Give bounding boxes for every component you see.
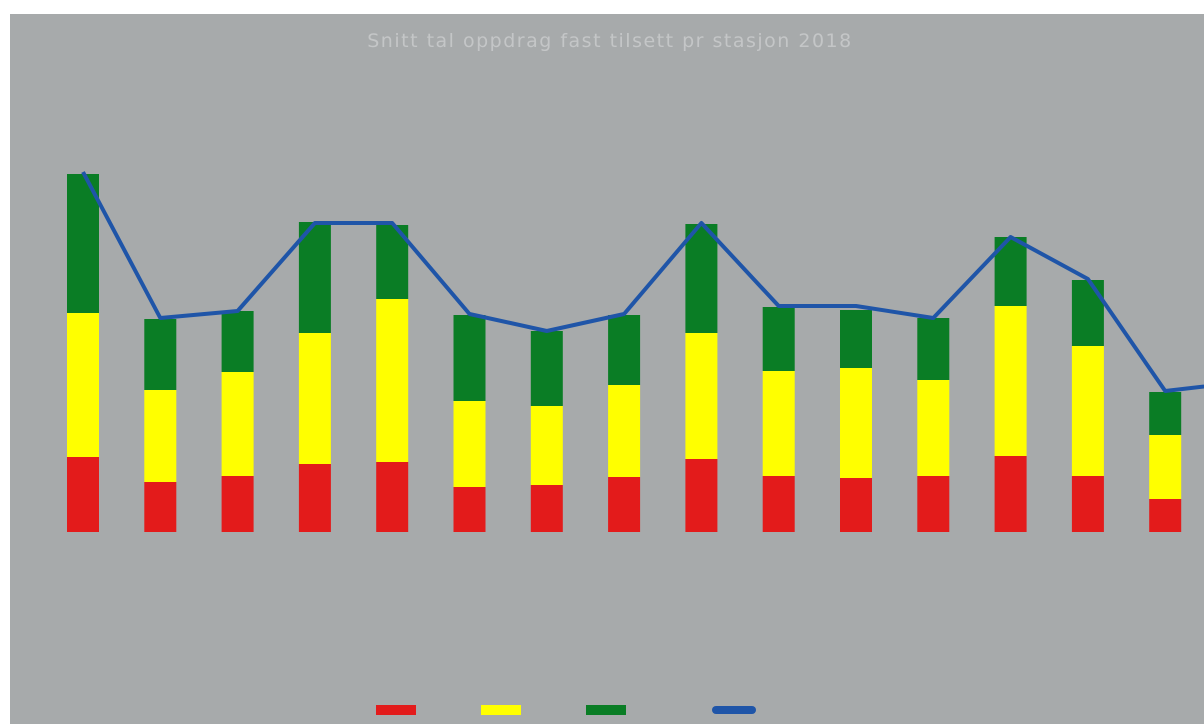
line-series bbox=[81, 171, 1204, 393]
bar-segment-green-12 bbox=[917, 318, 950, 380]
bar-segment-yellow-9 bbox=[685, 333, 718, 459]
bar-segment-yellow-10 bbox=[762, 371, 795, 476]
bar-segment-red-15 bbox=[1149, 499, 1182, 532]
bar-segment-yellow-4 bbox=[298, 333, 331, 464]
bar-segment-yellow-3 bbox=[221, 372, 254, 476]
bar-segment-yellow-1 bbox=[67, 313, 99, 457]
bar-segment-red-5 bbox=[376, 462, 409, 532]
bar-segment-yellow-5 bbox=[376, 299, 409, 462]
bar-segment-green-6 bbox=[453, 315, 486, 401]
bar-segment-red-14 bbox=[1071, 476, 1104, 532]
bar-segment-red-12 bbox=[917, 476, 950, 532]
bar-segment-yellow-13 bbox=[994, 306, 1027, 456]
bar-segment-green-3 bbox=[221, 311, 254, 372]
bar-segment-green-14 bbox=[1071, 280, 1104, 346]
bar-segment-yellow-15 bbox=[1149, 435, 1182, 499]
chart-panel: Snitt tal oppdrag fast tilsett pr stasjo… bbox=[10, 14, 1204, 724]
bar-segment-yellow-14 bbox=[1071, 346, 1104, 476]
bar-segment-red-6 bbox=[453, 487, 486, 532]
bar-segment-red-13 bbox=[994, 456, 1027, 532]
legend-blue-line-swatch-icon bbox=[712, 706, 756, 714]
bar-segment-green-15 bbox=[1149, 392, 1182, 435]
bar-segment-red-2 bbox=[144, 482, 177, 532]
bar-segment-red-11 bbox=[840, 478, 872, 532]
bar-segment-yellow-11 bbox=[840, 368, 872, 478]
chart-plot bbox=[67, 171, 1204, 715]
bar-segment-green-9 bbox=[685, 224, 718, 333]
bar-segment-green-2 bbox=[144, 319, 177, 390]
bar-segment-green-4 bbox=[298, 222, 331, 333]
bar-segment-green-11 bbox=[840, 310, 872, 368]
bar-segment-red-1 bbox=[67, 457, 99, 532]
bar-segment-red-7 bbox=[530, 485, 563, 532]
legend-red-swatch-icon bbox=[376, 705, 416, 715]
bar-segment-green-7 bbox=[530, 331, 563, 406]
bar-segment-red-10 bbox=[762, 476, 795, 532]
bar-segment-green-10 bbox=[762, 307, 795, 371]
bar-segment-yellow-7 bbox=[530, 406, 563, 485]
chart-title: Snitt tal oppdrag fast tilsett pr stasjo… bbox=[367, 30, 853, 52]
bar-segment-yellow-8 bbox=[608, 385, 641, 477]
bar-segment-red-9 bbox=[685, 459, 718, 532]
bar-segment-yellow-6 bbox=[453, 401, 486, 487]
bar-segment-red-8 bbox=[608, 477, 641, 532]
bar-segment-yellow-12 bbox=[917, 380, 950, 476]
bar-segment-green-8 bbox=[608, 315, 641, 385]
bar-segment-yellow-2 bbox=[144, 390, 177, 482]
bar-segment-red-3 bbox=[221, 476, 254, 532]
bar-segment-red-4 bbox=[298, 464, 331, 532]
bar-segment-green-1 bbox=[67, 174, 99, 313]
legend-yellow-swatch-icon bbox=[481, 705, 521, 715]
legend-green-swatch-icon bbox=[586, 705, 626, 715]
